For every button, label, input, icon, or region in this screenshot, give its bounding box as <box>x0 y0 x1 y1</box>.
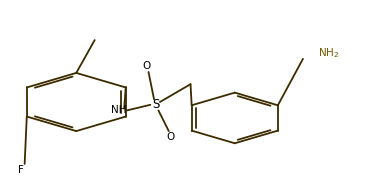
Text: O: O <box>166 132 174 142</box>
Text: NH$_2$: NH$_2$ <box>318 46 339 60</box>
Text: NH: NH <box>111 105 127 115</box>
Text: S: S <box>152 98 159 111</box>
Text: O: O <box>142 61 151 71</box>
Text: F: F <box>18 166 24 175</box>
